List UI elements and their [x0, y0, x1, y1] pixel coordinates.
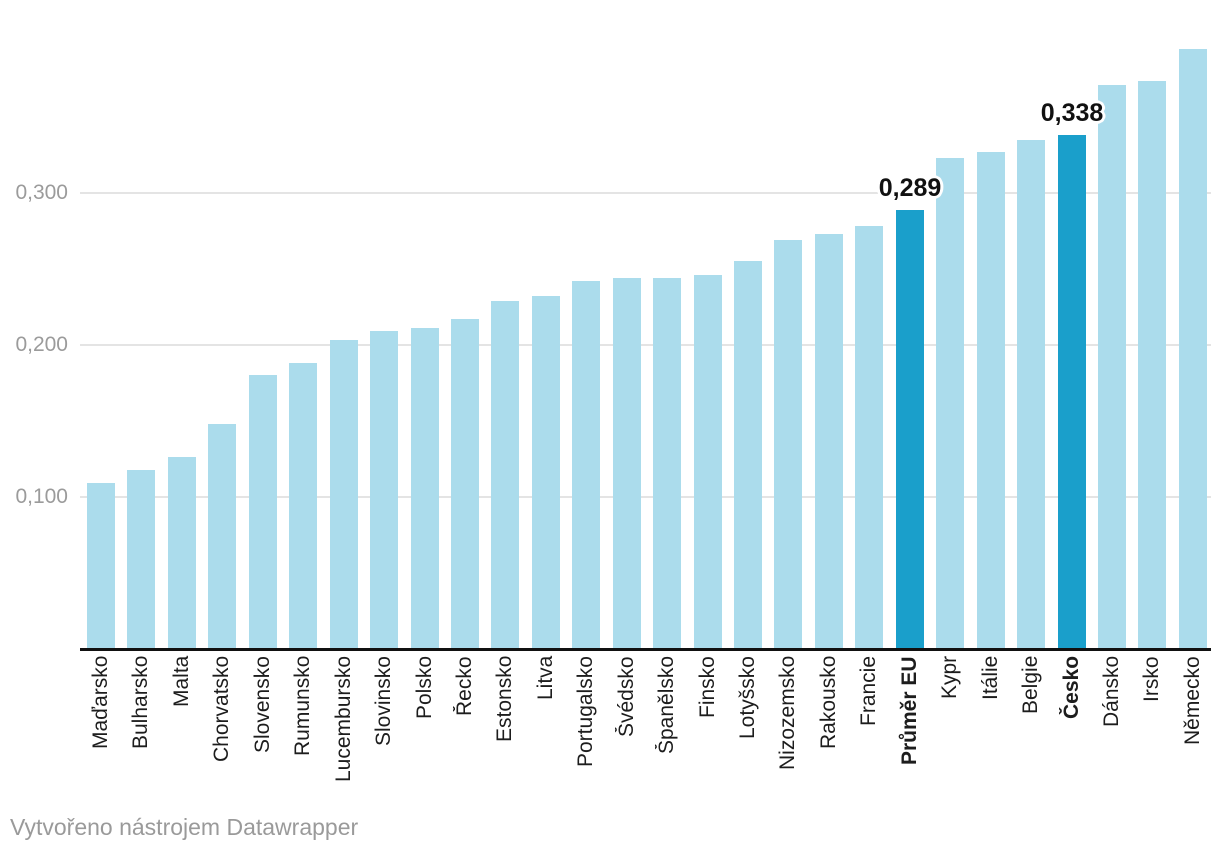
- datawrapper-attribution-link[interactable]: Vytvořeno nástrojem Datawrapper: [10, 814, 359, 840]
- bar-cesko: [1058, 135, 1086, 649]
- bar-irsko: [1138, 81, 1166, 649]
- bar-kypr: [936, 158, 964, 649]
- x-label-portugalsko: Portugalsko: [574, 656, 597, 767]
- bar-madarsko: [87, 483, 115, 649]
- x-label-recko: Řecko: [453, 656, 476, 716]
- bar-recko: [451, 319, 479, 649]
- y-tick-label-0-200: 0,200: [15, 333, 68, 356]
- x-label-italie: Itálie: [979, 656, 1002, 701]
- bar-polsko: [411, 328, 439, 649]
- x-label-slovinsko: Slovinsko: [372, 656, 395, 746]
- bar-nizozemsko: [774, 240, 802, 649]
- x-label-lucembursko: Lucembursko: [332, 656, 355, 783]
- x-label-slovensko: Slovensko: [251, 656, 274, 753]
- bar-italie: [977, 152, 1005, 649]
- x-label-belgie: Belgie: [1019, 656, 1042, 715]
- bar-estonsko: [491, 301, 519, 649]
- bar-spanelsko: [653, 278, 681, 649]
- x-label-spanelsko: Španělsko: [655, 656, 678, 755]
- data-label-prumer-eu: 0,289: [878, 174, 942, 202]
- bar-rumunsko: [289, 363, 317, 649]
- x-label-litva: Litva: [534, 656, 557, 701]
- x-label-chorvatsko: Chorvatsko: [210, 656, 233, 763]
- bar-nemecko: [1179, 49, 1207, 649]
- bar-portugalsko: [572, 281, 600, 649]
- x-label-madarsko: Maďarsko: [89, 656, 112, 750]
- x-label-cesko: Česko: [1060, 656, 1083, 720]
- bar-belgie: [1017, 140, 1045, 649]
- bar-chorvatsko: [208, 424, 236, 649]
- bar-francie: [855, 226, 883, 649]
- data-label-cesko: 0,338: [1040, 99, 1104, 127]
- bar-lucembursko: [330, 340, 358, 649]
- bar-svedsko: [613, 278, 641, 649]
- bar-lotyssko: [734, 261, 762, 649]
- x-label-nemecko: Německo: [1181, 656, 1204, 745]
- bar-slovinsko: [370, 331, 398, 649]
- x-label-francie: Francie: [857, 656, 880, 727]
- bar-finsko: [694, 275, 722, 649]
- gridline-0-200: [80, 344, 1211, 346]
- x-label-prumer-eu: Průměr EU: [898, 656, 921, 765]
- bar-dansko: [1098, 85, 1126, 649]
- bar-rakousko: [815, 234, 843, 649]
- y-tick-label-0-300: 0,300: [15, 181, 68, 204]
- x-label-lotyssko: Lotyšsko: [736, 656, 759, 739]
- x-label-rakousko: Rakousko: [817, 656, 840, 750]
- x-label-estonsko: Estonsko: [493, 656, 516, 743]
- x-label-malta: Malta: [170, 656, 193, 708]
- y-tick-label-0-100: 0,100: [15, 485, 68, 508]
- bar-bulharsko: [127, 470, 155, 649]
- gridline-0-300: [80, 192, 1211, 194]
- x-label-rumunsko: Rumunsko: [291, 656, 314, 757]
- bar-litva: [532, 296, 560, 649]
- bar-slovensko: [249, 375, 277, 649]
- x-label-bulharsko: Bulharsko: [129, 656, 152, 750]
- bar-prumer-eu: [896, 210, 924, 649]
- x-label-kypr: Kypr: [938, 656, 961, 700]
- x-label-nizozemsko: Nizozemsko: [776, 656, 799, 771]
- x-label-dansko: Dánsko: [1100, 656, 1123, 728]
- x-label-irsko: Irsko: [1140, 656, 1163, 702]
- bar-malta: [168, 457, 196, 649]
- x-axis-line: [80, 648, 1211, 651]
- gridline-0-100: [80, 496, 1211, 498]
- x-label-svedsko: Švédsko: [615, 656, 638, 737]
- x-label-finsko: Finsko: [696, 656, 719, 718]
- x-label-polsko: Polsko: [413, 656, 436, 720]
